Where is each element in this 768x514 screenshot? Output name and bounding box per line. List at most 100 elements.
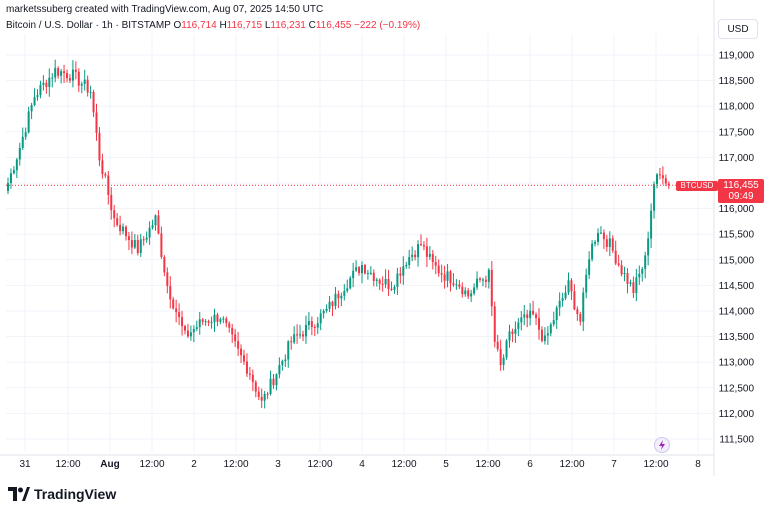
candle-body [369,272,372,274]
candle-body [340,295,343,299]
candle [543,327,546,345]
candle [334,287,337,310]
candle [390,281,393,292]
candle-body [251,374,254,383]
candle-body [484,279,487,282]
candle [476,271,479,291]
candle [428,246,431,260]
candle-body [476,278,479,288]
candle-body [437,265,440,274]
candle [425,237,428,267]
candle-body [434,262,437,266]
candle [175,299,178,323]
candle-body [210,322,213,324]
candle [520,311,523,331]
candle-body [617,263,620,266]
candle [184,324,186,335]
candle [632,276,635,298]
candle-body [452,283,455,285]
y-tick-label: 111,500 [719,435,754,446]
candle-body [122,226,125,232]
candle-body [361,264,363,274]
candle [629,279,632,287]
candle [496,334,499,352]
candle [366,269,369,280]
candle-body [543,335,546,341]
candle-body [307,321,310,326]
last-price-value: 116,455 [723,180,759,191]
candle [104,172,107,178]
candle-body [240,348,243,356]
candle [101,153,104,179]
candle [644,251,647,279]
candle-body [278,365,281,375]
candle [225,316,228,328]
candle [269,370,272,396]
currency-button[interactable]: USD [718,19,758,39]
candle [116,213,119,227]
candle [614,240,617,266]
candle-body [602,232,605,240]
candle-body [343,290,346,296]
x-tick-label: 7 [611,459,617,470]
candle-body [83,79,86,84]
candle-body [151,225,154,228]
y-tick-label: 116,000 [719,204,755,215]
candle-body [189,332,192,337]
candle [372,269,375,287]
symbol-price-label: BTCUSD [676,181,718,191]
candle-body [349,278,352,289]
candle-body [425,246,428,257]
candle [33,88,36,107]
candle [172,296,175,310]
time-axis[interactable]: 31 12:00 Aug 12:00 2 12:00 3 12:00 4 12:00 5 12:00 6… [19,459,701,470]
candle [127,231,130,251]
candle-body [402,266,405,276]
candle-body [74,69,77,72]
candle-body [661,175,664,179]
candle [635,269,638,302]
candle-body [192,328,195,333]
candle [36,89,39,101]
candle [363,263,366,275]
candle [396,267,399,295]
candle [623,266,626,282]
brand-name: TradingView [34,486,117,502]
candle [331,300,334,317]
y-tick-label: 119,000 [719,51,755,62]
candle-body [594,242,597,244]
candle [667,181,670,190]
candle [582,287,585,332]
candle-body [366,272,369,274]
candle-body [467,290,470,297]
candle [358,265,361,276]
candle-body [63,71,66,74]
candle [39,80,42,99]
candle [337,290,340,309]
candle [51,72,54,88]
candle [443,265,446,289]
candle-body [36,95,39,98]
candle-body [620,265,623,275]
tradingview-brand[interactable]: TradingView [8,484,116,504]
candle [83,69,86,91]
candle [216,312,219,327]
price-axis[interactable]: 119,000118,500118,000117,500117,000116,5… [719,51,755,446]
candle [467,288,470,300]
candle-body [455,284,458,286]
candle [119,215,122,236]
candle-body [546,333,549,336]
candle-body [269,378,272,394]
bolt-icon[interactable] [654,437,670,453]
candle-body [163,256,166,273]
candle-body [113,210,116,219]
candle-body [576,309,579,315]
candle-body [597,233,599,243]
candle [508,324,511,348]
x-tick-label: 2 [191,459,197,470]
candle [558,292,561,317]
candle [254,380,257,398]
candle-body [30,105,33,112]
candle-body [39,84,42,96]
